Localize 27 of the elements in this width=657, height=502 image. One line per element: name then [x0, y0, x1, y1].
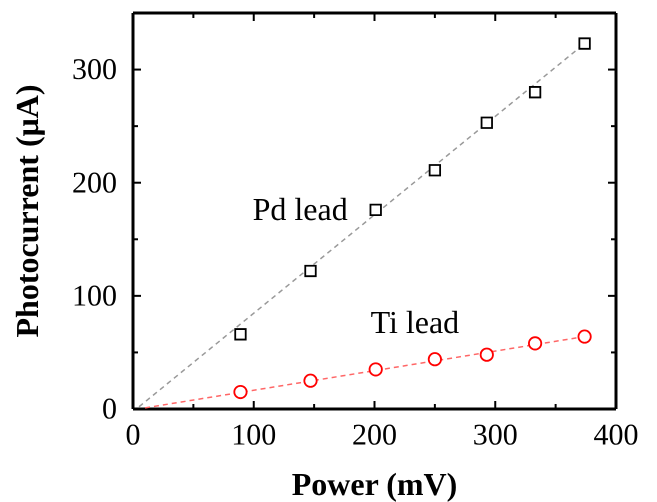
point: [233, 384, 248, 400]
x-tick-label: 0: [126, 418, 140, 452]
x-tick-label: 400: [594, 418, 638, 452]
point: [480, 116, 493, 129]
point: [234, 328, 247, 340]
x-tick-label: 300: [472, 418, 518, 452]
point: [368, 362, 383, 376]
y-axis-title: Photocurrent (μA): [9, 84, 45, 338]
point: [370, 204, 382, 216]
x-tick-label: 200: [352, 418, 397, 452]
point: [480, 348, 494, 362]
point: [303, 374, 318, 388]
point: [528, 86, 542, 98]
y-tick-label: 100: [72, 279, 117, 312]
x-tick-label: 100: [231, 418, 276, 452]
series-label: Pd lead: [252, 190, 348, 227]
y-tick-label: 0: [102, 392, 117, 426]
series-label: Ti lead: [370, 304, 460, 340]
point: [578, 37, 591, 50]
y-tick-label: 200: [72, 166, 117, 200]
point: [428, 164, 442, 176]
x-axis-title: Power (mV): [292, 466, 458, 502]
point: [304, 264, 317, 278]
y-tick-label: 300: [72, 53, 117, 86]
point: [578, 330, 592, 344]
point: [428, 352, 442, 366]
point: [528, 336, 542, 350]
